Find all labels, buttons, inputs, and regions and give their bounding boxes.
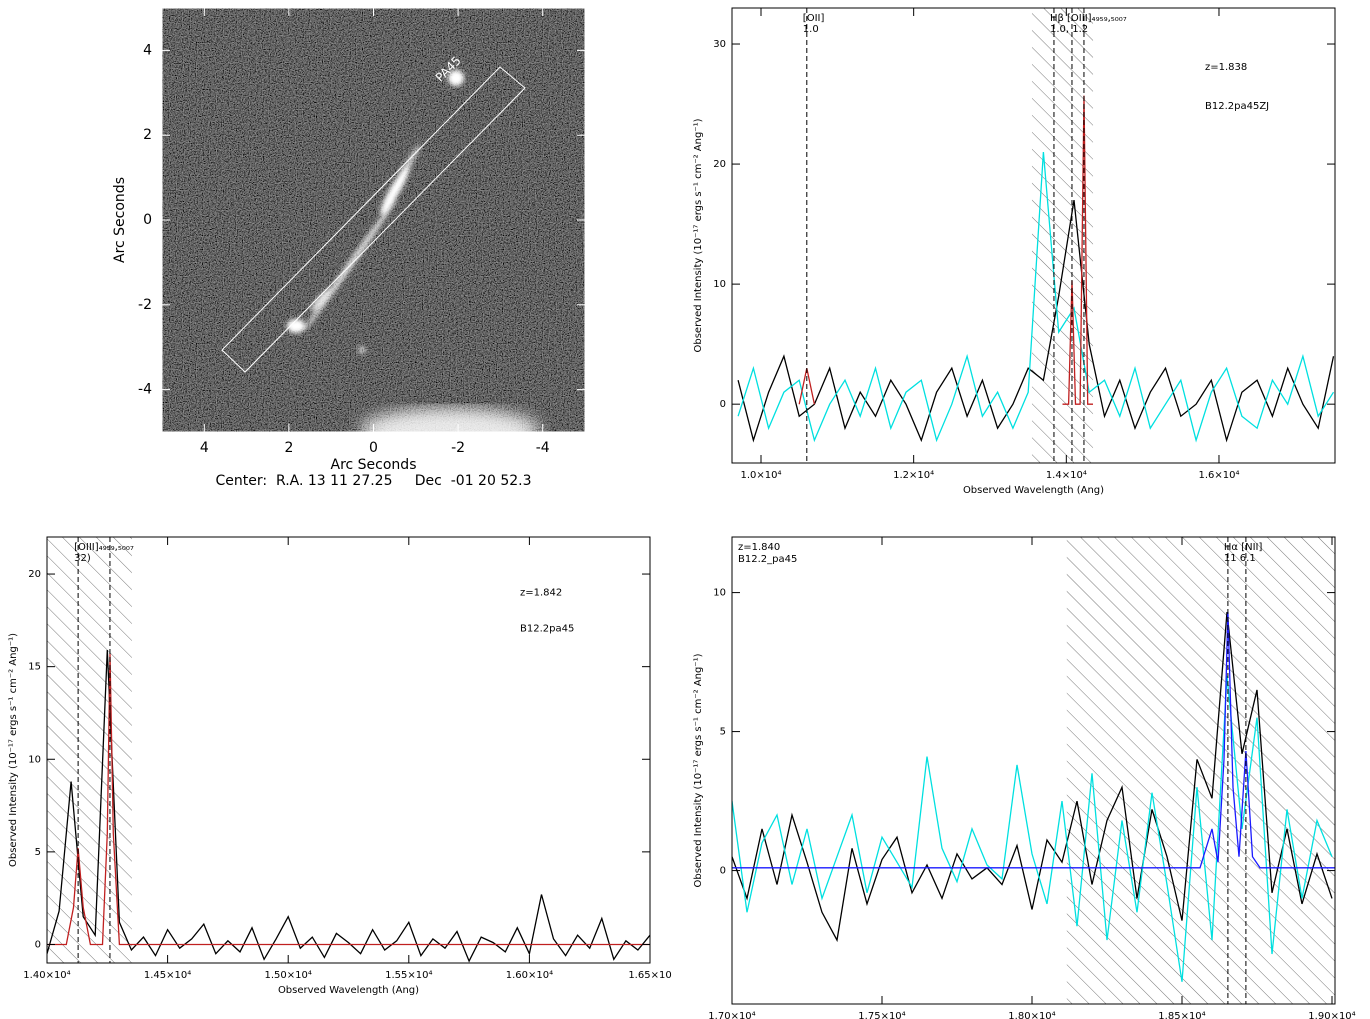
line-label: [OII] — [803, 13, 825, 24]
y-tick-label: -2 — [138, 297, 152, 313]
line-label: 32) — [74, 553, 91, 564]
line-label: 1.0 — [803, 24, 819, 35]
x-tick-label: 0 — [369, 440, 378, 456]
plot-frame — [731, 536, 1336, 1005]
y-tick-label: 0 — [35, 939, 41, 950]
x-tick-label: 1.75×10⁴ — [858, 1011, 905, 1019]
x-tick-label: 4 — [200, 440, 209, 456]
x-tick-label: 1.4×10⁴ — [1046, 470, 1087, 481]
sky-image: PA45 — [162, 8, 585, 432]
spectrum-line — [732, 675, 1333, 982]
plot-frame — [161, 7, 586, 433]
galaxy-glow — [360, 408, 540, 432]
x-tick-label: 1.65×10 — [628, 970, 671, 981]
spectrum-line — [732, 612, 1335, 869]
spectrum-line — [732, 612, 1333, 943]
x-tick-label: 1.0×10⁴ — [740, 470, 781, 481]
slit — [221, 66, 526, 373]
y-axis-label: Arc Seconds — [112, 177, 128, 263]
plot-area — [732, 537, 1335, 1004]
plot-frame — [46, 536, 651, 964]
x-tick-label: 1.2×10⁴ — [893, 470, 934, 481]
plot-area — [737, 8, 1335, 463]
note: B12.2pa45 — [520, 624, 574, 635]
line-label: 11 6.1 — [1224, 553, 1256, 564]
y-axis-label: Observed Intensity (10⁻¹⁷ ergs s⁻¹ cm⁻² … — [8, 633, 19, 867]
spectrum-line — [47, 649, 650, 963]
y-tick-label: 4 — [143, 42, 152, 58]
x-tick-label: 1.40×10⁴ — [23, 970, 70, 981]
line-label: Hα [NII] — [1224, 542, 1263, 553]
x-tick-label: -4 — [536, 440, 550, 456]
spectrum-line — [47, 653, 650, 946]
y-tick-label: 0 — [720, 399, 726, 410]
y-tick-label: 20 — [28, 569, 41, 580]
y-axis-label: Observed Intensity (10⁻¹⁷ ergs s⁻¹ cm⁻² … — [693, 653, 704, 887]
note: z=1.842 — [520, 587, 562, 598]
y-tick-label: 0 — [143, 212, 152, 228]
line-label: 1.0, 1.2 — [1050, 24, 1088, 35]
x-tick-label: 1.6×10⁴ — [1198, 470, 1239, 481]
x-tick-label: 1.60×10⁴ — [506, 970, 553, 981]
x-tick-label: 1.80×10⁴ — [1008, 1011, 1055, 1019]
caption: Center: R.A. 13 11 27.25 Dec -01 20 52.3 — [215, 473, 531, 489]
x-tick-label: 1.90×10⁴ — [1308, 1011, 1355, 1019]
y-tick-label: -4 — [138, 382, 152, 398]
x-axis-label: Observed Wavelength (Ang) — [278, 985, 419, 996]
x-tick-label: 1.50×10⁴ — [265, 970, 312, 981]
y-tick-label: 0 — [720, 866, 726, 877]
x-axis-label: Arc Seconds — [331, 457, 417, 473]
y-tick-label: 15 — [28, 662, 41, 673]
x-tick-label: 2 — [284, 440, 293, 456]
spectrum-line — [737, 152, 1335, 443]
x-tick-label: 1.70×10⁴ — [708, 1011, 755, 1019]
spectrum-line — [1062, 95, 1093, 405]
line-label: [OIII]₄₉₅₉,₅₀₀₇ — [74, 542, 134, 553]
y-tick-label: 10 — [28, 754, 41, 765]
y-tick-label: 10 — [713, 588, 726, 599]
spectrum-line — [737, 199, 1335, 443]
x-tick-label: -2 — [451, 440, 465, 456]
y-tick-label: 5 — [720, 727, 726, 738]
note: B12.2_pa45 — [738, 554, 797, 565]
y-tick-label: 5 — [35, 847, 41, 858]
y-axis-label: Observed Intensity (10⁻¹⁷ ergs s⁻¹ cm⁻² … — [693, 118, 704, 352]
line-label: Hβ [OIII]₄₉₅₉,₅₀₀₇ — [1050, 13, 1127, 24]
note: B12.2pa45ZJ — [1205, 101, 1269, 112]
note: z=1.838 — [1205, 62, 1247, 73]
note: z=1.840 — [738, 542, 780, 553]
y-tick-label: 20 — [713, 159, 726, 170]
image-noise — [162, 8, 585, 432]
plot-area — [47, 537, 650, 963]
y-tick-label: 10 — [713, 279, 726, 290]
x-axis-label: Observed Wavelength (Ang) — [963, 485, 1104, 496]
y-tick-label: 2 — [143, 127, 152, 143]
plot-frame — [731, 7, 1336, 464]
x-tick-label: 1.85×10⁴ — [1158, 1011, 1205, 1019]
y-tick-label: 30 — [713, 39, 726, 50]
x-tick-label: 1.55×10⁴ — [385, 970, 432, 981]
x-tick-label: 1.45×10⁴ — [144, 970, 191, 981]
